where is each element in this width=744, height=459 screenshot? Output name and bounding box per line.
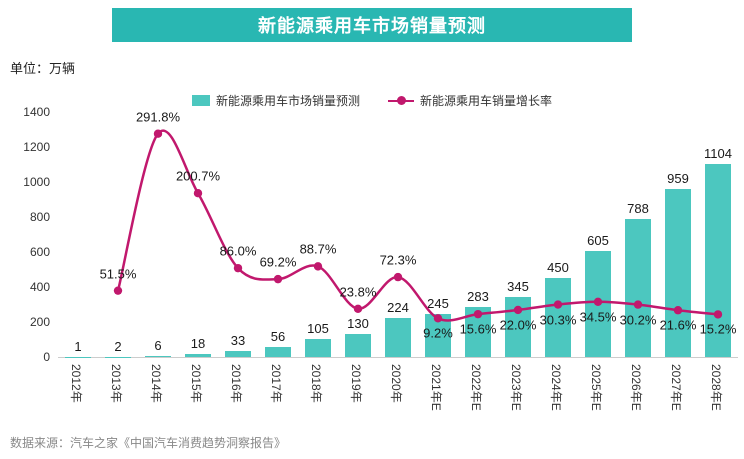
x-axis-label: 2014年 bbox=[149, 364, 163, 403]
x-axis-label: 2027年E bbox=[669, 364, 683, 411]
bar-value-label: 245 bbox=[427, 296, 449, 312]
unit-label: 单位：万辆 bbox=[10, 61, 76, 76]
line-value-label: 86.0% bbox=[219, 243, 257, 259]
line-value-label: 72.3% bbox=[379, 252, 417, 268]
line-value-label: 30.2% bbox=[619, 312, 657, 328]
line-value-label: 30.3% bbox=[539, 312, 577, 328]
legend-item-growth[interactable]: 新能源乘用车销量增长率 bbox=[388, 92, 552, 109]
legend-item-sales[interactable]: 新能源乘用车市场销量预测 bbox=[191, 92, 360, 109]
line-marker-dot bbox=[397, 96, 406, 105]
bar-value-label: 130 bbox=[347, 316, 369, 332]
bar-value-label: 6 bbox=[154, 337, 162, 353]
x-axis-label: 2021年E bbox=[429, 364, 443, 411]
line-point bbox=[393, 272, 403, 282]
y-axis-tick: 1200 bbox=[23, 140, 50, 154]
source-note: 数据来源：汽车之家《中国汽车消费趋势洞察报告》 bbox=[10, 436, 287, 450]
y-axis-tick: 0 bbox=[43, 350, 50, 364]
y-axis-tick: 1400 bbox=[23, 105, 50, 119]
bar-value-label: 224 bbox=[387, 299, 409, 315]
line-point bbox=[193, 189, 203, 198]
line-value-label: 22.0% bbox=[499, 317, 537, 333]
bar bbox=[585, 251, 611, 357]
x-axis-label: 2024年E bbox=[549, 364, 563, 411]
chart-title: 新能源乘用车市场销量预测 bbox=[258, 16, 486, 36]
bar bbox=[185, 353, 211, 357]
bar bbox=[145, 355, 171, 357]
line-point bbox=[233, 263, 243, 273]
y-axis-tick: 600 bbox=[29, 245, 50, 259]
bar-value-label: 959 bbox=[667, 171, 689, 187]
line-value-label: 9.2% bbox=[423, 325, 453, 341]
x-axis-label: 2018年 bbox=[309, 364, 323, 403]
x-axis-label: 2012年 bbox=[69, 364, 83, 403]
x-axis-label: 2022年E bbox=[469, 364, 483, 411]
line-point bbox=[353, 304, 363, 313]
line-point bbox=[113, 286, 123, 295]
line-point bbox=[273, 274, 283, 284]
bar-value-label: 1 bbox=[74, 338, 82, 354]
y-axis-tick: 1000 bbox=[23, 175, 50, 189]
line-value-label: 34.5% bbox=[579, 309, 617, 325]
chart-title-banner: 新能源乘用车市场销量预测 bbox=[112, 8, 632, 42]
x-axis-line bbox=[58, 357, 738, 358]
y-axis-tick: 800 bbox=[29, 210, 50, 224]
bar bbox=[385, 317, 411, 357]
legend: 新能源乘用车市场销量预测 新能源乘用车销量增长率 bbox=[0, 92, 744, 109]
x-axis-label: 2023年E bbox=[509, 364, 523, 411]
legend-label-growth: 新能源乘用车销量增长率 bbox=[420, 94, 553, 108]
line-value-label: 51.5% bbox=[99, 266, 137, 282]
bar-value-label: 105 bbox=[307, 320, 329, 336]
y-axis-tick: 400 bbox=[29, 280, 50, 294]
bar bbox=[265, 347, 291, 357]
x-axis-label: 2025年E bbox=[589, 364, 603, 411]
x-axis-label: 2026年E bbox=[629, 364, 643, 411]
legend-label-sales: 新能源乘用车市场销量预测 bbox=[215, 94, 360, 108]
bar bbox=[345, 334, 371, 357]
bar bbox=[625, 219, 651, 357]
line-value-label: 88.7% bbox=[299, 241, 337, 257]
line-value-label: 200.7% bbox=[175, 168, 221, 184]
line-value-label: 15.6% bbox=[459, 321, 497, 337]
x-axis-label: 2016年 bbox=[229, 364, 243, 403]
x-axis-label: 2015年 bbox=[189, 364, 203, 403]
line-value-label: 15.2% bbox=[699, 321, 737, 337]
x-axis-label: 2013年 bbox=[109, 364, 123, 403]
x-axis-label: 2020年 bbox=[389, 364, 403, 403]
line-value-label: 23.8% bbox=[339, 284, 377, 300]
line-value-label: 291.8% bbox=[135, 109, 181, 125]
bar-value-label: 345 bbox=[507, 278, 529, 294]
line-point bbox=[153, 129, 163, 138]
line-point bbox=[313, 262, 323, 271]
line-value-label: 69.2% bbox=[259, 254, 297, 270]
bar-value-label: 788 bbox=[627, 201, 649, 217]
bar-value-label: 18 bbox=[190, 335, 206, 351]
x-axis-label: 2028年E bbox=[709, 364, 723, 411]
bar-value-label: 2 bbox=[114, 338, 122, 354]
x-axis-label: 2019年 bbox=[349, 364, 363, 403]
bar bbox=[305, 338, 331, 357]
bar-series-swatch bbox=[191, 95, 210, 106]
bar-value-label: 1104 bbox=[704, 145, 732, 161]
bar-value-label: 33 bbox=[230, 333, 246, 349]
bar-value-label: 605 bbox=[587, 233, 609, 249]
line-series-marker bbox=[388, 95, 414, 106]
line-value-label: 21.6% bbox=[659, 317, 697, 333]
y-axis-tick: 200 bbox=[29, 315, 50, 329]
bar-value-label: 56 bbox=[270, 329, 286, 345]
bar-value-label: 283 bbox=[467, 289, 489, 305]
bar-value-label: 450 bbox=[547, 260, 569, 276]
bar bbox=[225, 351, 251, 357]
x-axis-label: 2017年 bbox=[269, 364, 283, 403]
